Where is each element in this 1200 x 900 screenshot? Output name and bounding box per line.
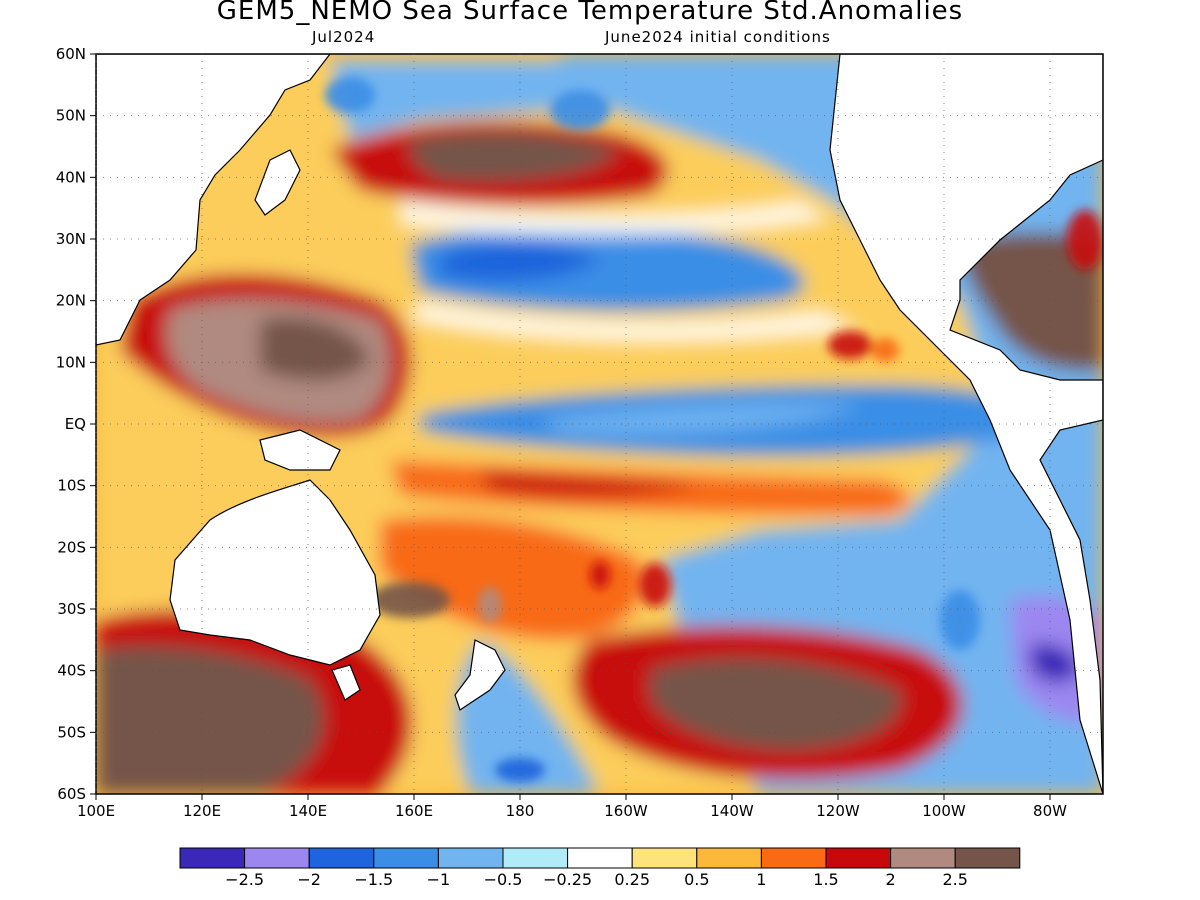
legend-label: 0.5 [684,870,709,889]
legend-label: −0.5 [484,870,523,889]
japan-landmass [254,149,301,216]
legend-swatch [696,847,762,869]
legend-label: −2 [297,870,321,889]
lat-tick-label: 10N [56,353,86,371]
lat-tick-label: 50S [57,723,86,741]
legend-swatch [760,847,827,869]
legend-label: 0.25 [614,870,650,889]
australia-landmass [169,479,381,666]
legend-swatch [631,847,698,869]
americas-landmass [829,54,1103,794]
lon-tick-label: 160W [604,802,648,820]
asia-landmass [96,54,331,346]
legend-swatch [244,847,310,869]
lat-tick-label: 20S [57,538,86,556]
legend-label: 2 [886,870,896,889]
longitude-axis: 100E 120E 140E 160E 180 160W 140W 120W 100W 80W [77,794,1067,820]
lat-tick-label: 60S [57,785,86,803]
legend-label: 1.5 [813,870,838,889]
lon-tick-label: 80W [1033,802,1067,820]
lon-tick-label: 140W [710,802,754,820]
latitude-axis: 60N 50N 40N 30N 20N 10N EQ 10S 20S 30S 40S 50S 60S [56,45,96,803]
legend-swatch [502,847,569,869]
legend-label: −2.5 [225,870,264,889]
lat-tick-label: 30S [57,600,86,618]
lat-tick-label: 40S [57,662,86,680]
lon-tick-label: 180 [506,802,535,820]
legend-label: 1 [756,870,766,889]
subtropical-strong-cool [440,242,600,282]
legend-swatch [437,847,504,869]
lat-tick-label: 60N [56,45,86,63]
legend-swatch [308,847,375,869]
caribbean-warm [960,232,1103,371]
lon-tick-label: 120E [183,802,221,820]
legend-swatch [890,847,956,869]
lon-tick-label: 160E [395,802,433,820]
south-australia-brown [96,646,324,794]
lon-tick-label: 140E [289,802,327,820]
lon-tick-label: 100E [77,802,115,820]
lat-tick-label: 50N [56,107,86,125]
lon-tick-label: 100W [922,802,966,820]
legend-swatch [179,847,246,869]
tasmania-landmass [331,664,361,701]
legend-label: −0.25 [543,870,592,889]
color-legend: −2.5 −2 −1.5 −1 −0.5 −0.25 0.25 0.5 1 1.5 2 2.5 [179,847,1021,889]
lon-tick-label: 120W [816,802,860,820]
new-zealand-landmass [454,639,506,711]
legend-label: 2.5 [942,870,967,889]
kuroshio-brown [409,131,620,182]
map-title: GEM5_NEMO Sea Surface Temperature Std.An… [216,0,964,26]
legend-swatch [567,847,633,869]
lat-tick-label: 20N [56,292,86,310]
lat-tick-label: 30N [56,230,86,248]
legend-swatch [373,847,439,869]
legend-swatch [825,847,892,869]
initial-conditions-label: June2024 initial conditions [605,28,831,46]
lat-tick-label: EQ [65,415,86,433]
legend-label: −1.5 [354,870,393,889]
land-masses [96,54,1103,794]
lat-tick-label: 10S [57,477,86,495]
new-guinea-landmass [259,429,341,471]
month-label: Jul2024 [312,28,376,46]
legend-label: −1 [427,870,451,889]
southern-warm-brown [650,658,902,751]
legend-swatch [954,847,1021,869]
lat-tick-label: 40N [56,168,86,186]
